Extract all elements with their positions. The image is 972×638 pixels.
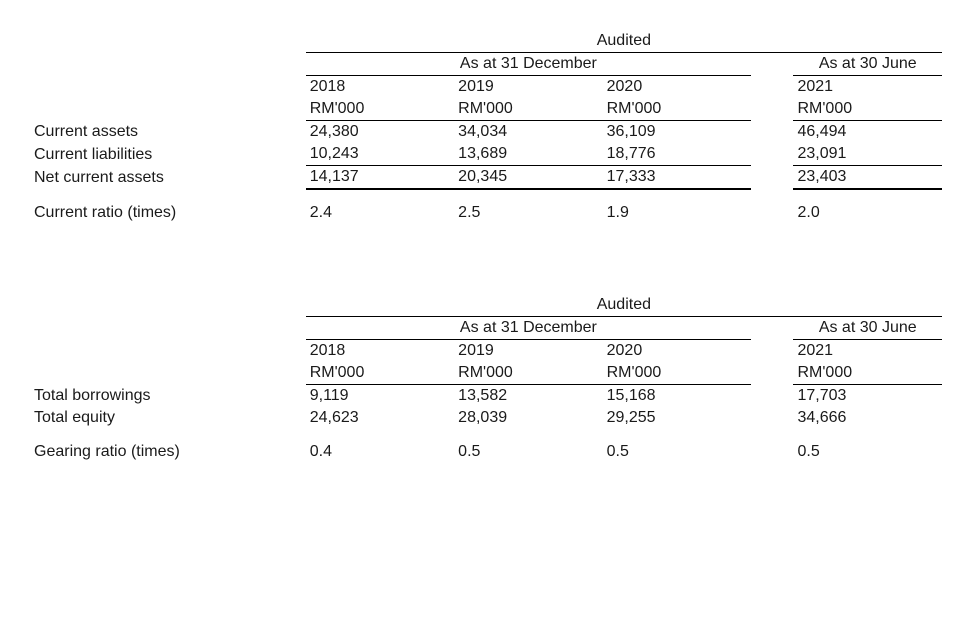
cell-value: 23,091 [793, 143, 942, 166]
cell-value: 24,623 [306, 407, 454, 429]
year-2018: 2018 [306, 340, 454, 363]
cell-value: 0.4 [306, 429, 454, 463]
row-net-current-assets: Net current assets 14,137 20,345 17,333 … [30, 166, 942, 190]
header-periods-row: As at 31 December As at 30 June [30, 53, 942, 76]
year-2021: 2021 [793, 340, 942, 363]
unit-label: RM'000 [603, 362, 751, 385]
cell-value: 2.0 [793, 189, 942, 224]
header-as-at-jun: As at 30 June [793, 53, 942, 76]
row-current-assets: Current assets 24,380 34,034 36,109 46,4… [30, 121, 942, 144]
year-2021: 2021 [793, 76, 942, 99]
cell-value: 34,034 [454, 121, 602, 144]
unit-label: RM'000 [454, 362, 602, 385]
header-years-row: 2018 2019 2020 2021 [30, 76, 942, 99]
cell-value: 0.5 [454, 429, 602, 463]
cell-value: 20,345 [454, 166, 602, 190]
header-periods-row: As at 31 December As at 30 June [30, 317, 942, 340]
cell-value: 17,703 [793, 385, 942, 408]
row-current-ratio: Current ratio (times) 2.4 2.5 1.9 2.0 [30, 189, 942, 224]
header-audited: Audited [306, 30, 942, 53]
cell-value: 34,666 [793, 407, 942, 429]
unit-label: RM'000 [306, 362, 454, 385]
cell-value: 2.5 [454, 189, 602, 224]
header-as-at-dec: As at 31 December [306, 53, 751, 76]
row-total-borrowings: Total borrowings 9,119 13,582 15,168 17,… [30, 385, 942, 408]
cell-value: 24,380 [306, 121, 454, 144]
header-as-at-jun: As at 30 June [793, 317, 942, 340]
cell-value: 0.5 [603, 429, 751, 463]
row-total-equity: Total equity 24,623 28,039 29,255 34,666 [30, 407, 942, 429]
cell-value: 17,333 [603, 166, 751, 190]
label-total-equity: Total equity [30, 407, 306, 429]
cell-value: 14,137 [306, 166, 454, 190]
label-current-assets: Current assets [30, 121, 306, 144]
header-audited: Audited [306, 294, 942, 317]
cell-value: 36,109 [603, 121, 751, 144]
label-net-current-assets: Net current assets [30, 166, 306, 190]
year-2020: 2020 [603, 340, 751, 363]
cell-value: 18,776 [603, 143, 751, 166]
unit-label: RM'000 [454, 98, 602, 121]
header-years-row: 2018 2019 2020 2021 [30, 340, 942, 363]
cell-value: 13,689 [454, 143, 602, 166]
label-gearing-ratio: Gearing ratio (times) [30, 429, 306, 463]
cell-value: 13,582 [454, 385, 602, 408]
label-current-ratio: Current ratio (times) [30, 189, 306, 224]
cell-value: 23,403 [793, 166, 942, 190]
year-2018: 2018 [306, 76, 454, 99]
unit-label: RM'000 [793, 98, 942, 121]
row-current-liabilities: Current liabilities 10,243 13,689 18,776… [30, 143, 942, 166]
year-2019: 2019 [454, 76, 602, 99]
cell-value: 28,039 [454, 407, 602, 429]
net-current-assets-table: Audited As at 31 December As at 30 June … [30, 30, 942, 224]
header-as-at-dec: As at 31 December [306, 317, 751, 340]
cell-value: 1.9 [603, 189, 751, 224]
cell-value: 29,255 [603, 407, 751, 429]
row-gearing-ratio: Gearing ratio (times) 0.4 0.5 0.5 0.5 [30, 429, 942, 463]
cell-value: 46,494 [793, 121, 942, 144]
year-2020: 2020 [603, 76, 751, 99]
label-current-liabilities: Current liabilities [30, 143, 306, 166]
unit-label: RM'000 [603, 98, 751, 121]
cell-value: 10,243 [306, 143, 454, 166]
gearing-table: Audited As at 31 December As at 30 June … [30, 294, 942, 463]
unit-label: RM'000 [306, 98, 454, 121]
cell-value: 15,168 [603, 385, 751, 408]
year-2019: 2019 [454, 340, 602, 363]
header-audited-row: Audited [30, 30, 942, 53]
cell-value: 2.4 [306, 189, 454, 224]
cell-value: 0.5 [793, 429, 942, 463]
header-audited-row: Audited [30, 294, 942, 317]
header-units-row: RM'000 RM'000 RM'000 RM'000 [30, 362, 942, 385]
cell-value: 9,119 [306, 385, 454, 408]
header-units-row: RM'000 RM'000 RM'000 RM'000 [30, 98, 942, 121]
unit-label: RM'000 [793, 362, 942, 385]
label-total-borrowings: Total borrowings [30, 385, 306, 408]
